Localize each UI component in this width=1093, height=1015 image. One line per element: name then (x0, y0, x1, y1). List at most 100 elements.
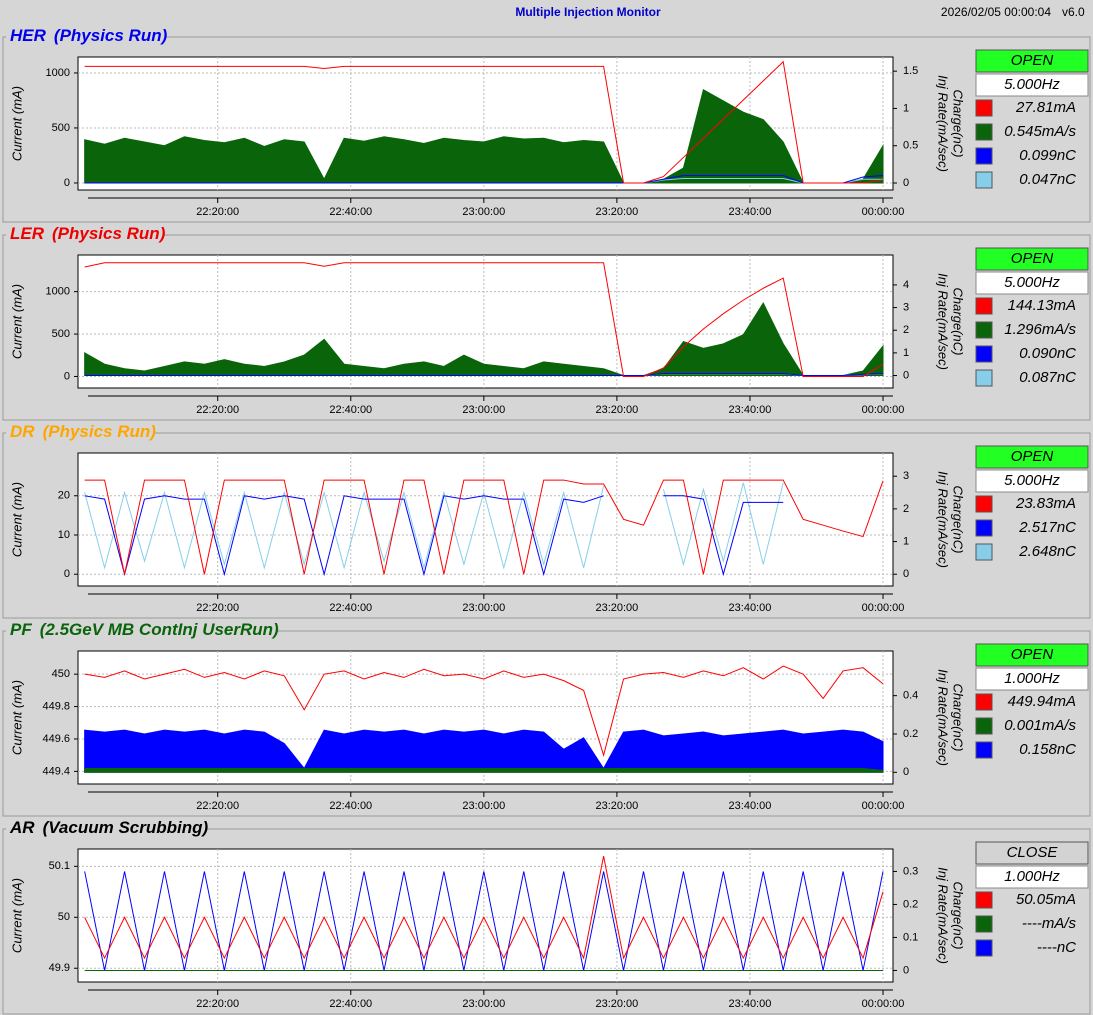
y-tick-label: 20 (58, 490, 70, 502)
legend-swatch (975, 543, 993, 561)
y-tick-label: 500 (52, 122, 70, 134)
readout: 0.047nC (1019, 171, 1076, 188)
y-tick-label: 500 (52, 328, 70, 340)
x-tick-label: 23:00:00 (462, 998, 505, 1010)
x-tick-label: 22:20:00 (196, 998, 239, 1010)
y2-tick-label: 4 (903, 279, 909, 291)
y-tick-label: 0 (64, 177, 70, 189)
version: v6.0 (1062, 5, 1085, 19)
x-tick-label: 22:20:00 (196, 404, 239, 416)
title-background (6, 226, 164, 244)
y-tick-label: 0 (64, 568, 70, 580)
y2-axis-label: Charge(nC) (951, 486, 966, 554)
y-tick-label: 1000 (46, 67, 70, 79)
x-tick-label: 22:40:00 (329, 800, 372, 812)
rate-box (975, 667, 1089, 691)
x-tick-label: 23:40:00 (729, 998, 772, 1010)
rate-box (975, 271, 1089, 295)
series-line (84, 372, 884, 377)
title-background (6, 28, 166, 46)
x-tick-label: 23:20:00 (595, 206, 638, 218)
legend-swatch (975, 741, 993, 759)
y2-tick-label: 3 (903, 301, 909, 313)
readout: ----mA/s (1022, 915, 1077, 932)
rate-box (975, 469, 1089, 493)
y-tick-label: 1000 (46, 286, 70, 298)
panel-frame (2, 432, 1091, 619)
readout: 0.545mA/s (1004, 123, 1076, 140)
y-tick-label: 50 (58, 911, 70, 923)
x-tick-label: 23:20:00 (595, 998, 638, 1010)
readout: 449.94mA (1008, 693, 1076, 710)
y2-tick-label: 2 (903, 324, 909, 336)
series-area (84, 89, 884, 184)
y2-tick-label: 0.5 (903, 140, 918, 152)
rate-box (975, 865, 1089, 889)
x-tick-label: 23:20:00 (595, 800, 638, 812)
title-background (6, 622, 277, 640)
legend-swatch (975, 519, 993, 537)
readout: 0.099nC (1019, 147, 1076, 164)
rate: 1.000Hz (1004, 670, 1060, 687)
series-line (84, 856, 884, 960)
legend-swatch (975, 99, 993, 117)
series-line (84, 871, 884, 971)
y-axis-label: Current (mA) (9, 680, 24, 755)
readout: 144.13mA (1008, 297, 1076, 314)
x-tick-label: 23:40:00 (729, 602, 772, 614)
panel-name: DR (10, 422, 35, 441)
legend-swatch (975, 495, 993, 513)
y-tick-label: 450 (52, 668, 70, 680)
y2-axis-label: Inj Rate(mA/sec) (936, 75, 951, 172)
legend-swatch (975, 369, 993, 387)
x-tick-label: 00:00:00 (862, 800, 905, 812)
panel-subtitle: (Vacuum Scrubbing) (43, 818, 209, 837)
x-tick-label: 23:00:00 (462, 206, 505, 218)
panel-title: PF (2.5GeV MB ContInj UserRun) (10, 620, 279, 639)
y2-tick-label: 0 (903, 568, 909, 580)
series-area (84, 767, 884, 773)
panel-subtitle: (Physics Run) (43, 422, 157, 441)
y2-tick-label: 1 (903, 102, 909, 114)
y-axis-label: Current (mA) (9, 86, 24, 161)
panel-frame (2, 36, 1091, 223)
readout: 0.158nC (1019, 741, 1076, 758)
y2-axis-label: Inj Rate(mA/sec) (936, 867, 951, 964)
y2-tick-label: 1 (903, 535, 909, 547)
panel-frame (2, 828, 1091, 1015)
readout: 50.05mA (1016, 891, 1076, 908)
y2-tick-label: 3 (903, 470, 909, 482)
legend-swatch (975, 123, 993, 141)
legend-swatch (975, 693, 993, 711)
rate: 5.000Hz (1004, 274, 1060, 291)
status-box (975, 841, 1089, 865)
x-tick-label: 00:00:00 (862, 206, 905, 218)
readout: 1.296mA/s (1004, 321, 1076, 338)
series-line (84, 665, 884, 757)
panel-title: LER (Physics Run) (10, 224, 166, 243)
panel-title: DR (Physics Run) (10, 422, 156, 441)
status-box (975, 49, 1089, 73)
readout: 23.83mA (1015, 495, 1076, 512)
timestamp: 2026/02/05 00:00:04 (941, 5, 1051, 19)
readout: 2.517nC (1018, 519, 1076, 536)
x-tick-label: 00:00:00 (862, 404, 905, 416)
x-tick-label: 23:40:00 (729, 800, 772, 812)
series-line (84, 262, 884, 377)
legend-swatch (975, 939, 993, 957)
panel-subtitle: (2.5GeV MB ContInj UserRun) (40, 620, 279, 639)
y2-axis-label: Charge(nC) (951, 684, 966, 752)
app-title: Multiple Injection Monitor (515, 5, 661, 19)
series-area (84, 729, 884, 773)
legend-swatch (975, 891, 993, 909)
x-tick-label: 23:00:00 (462, 800, 505, 812)
status-box (975, 445, 1089, 469)
legend-swatch (975, 345, 993, 363)
y-axis-label: Current (mA) (9, 482, 24, 557)
title-background (6, 820, 207, 838)
rate-box (975, 73, 1089, 97)
panel-name: AR (9, 818, 35, 837)
y2-tick-label: 0.4 (903, 690, 918, 702)
legend-swatch (975, 171, 993, 189)
